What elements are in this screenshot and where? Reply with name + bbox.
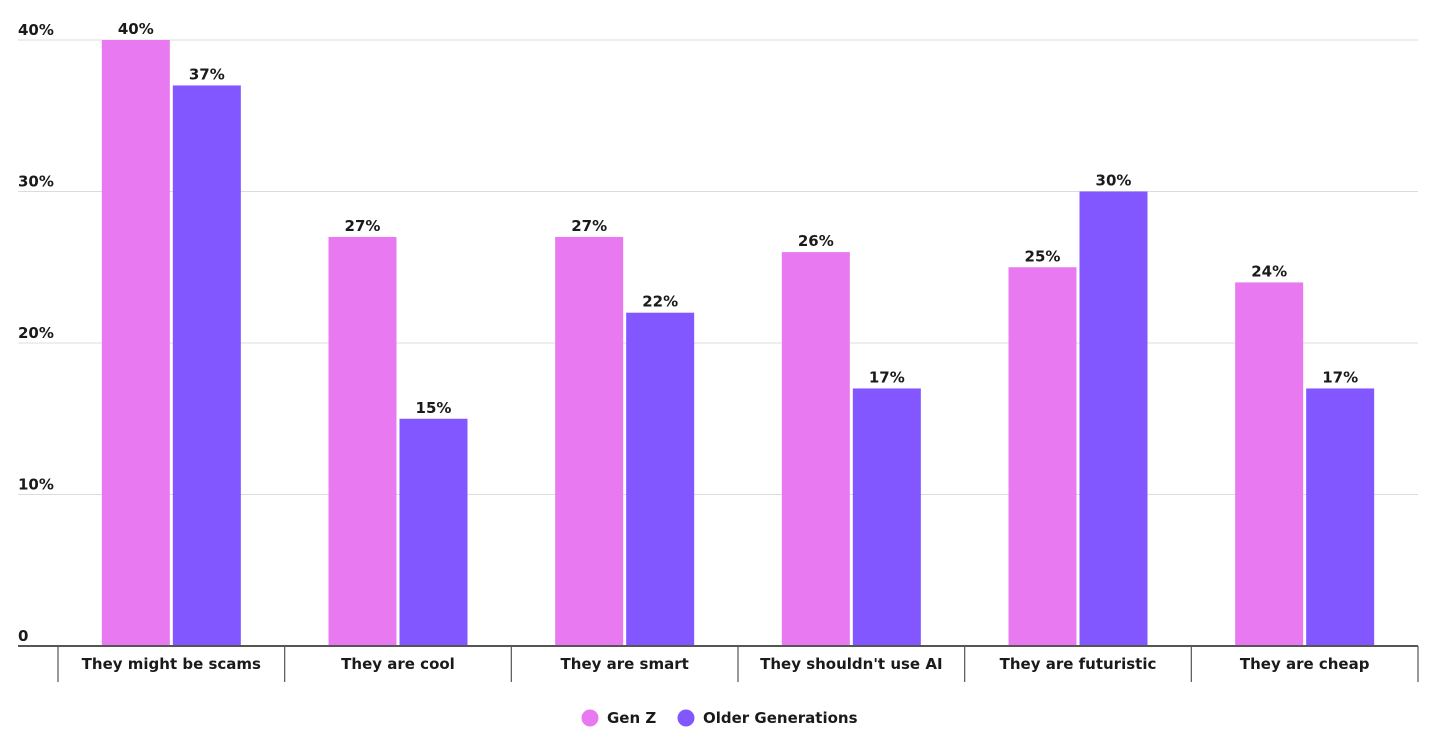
bar-value-label: 30% bbox=[1096, 172, 1132, 190]
bar-value-label: 27% bbox=[571, 217, 607, 235]
y-tick-label: 30% bbox=[18, 173, 54, 191]
bar-value-label: 37% bbox=[189, 65, 225, 83]
y-tick-label: 40% bbox=[18, 21, 54, 39]
bar-older-generations bbox=[1079, 191, 1148, 646]
bar-gen-z bbox=[101, 40, 170, 646]
bar-older-generations bbox=[852, 388, 921, 646]
bar-gen-z bbox=[555, 236, 624, 646]
legend-label: Older Generations bbox=[703, 709, 858, 727]
older-generations-legend-swatch bbox=[677, 709, 695, 727]
category-label: They are futuristic bbox=[1000, 655, 1157, 673]
y-tick-label: 20% bbox=[18, 324, 54, 342]
bar-older-generations bbox=[626, 312, 695, 646]
bar-value-label: 17% bbox=[869, 368, 905, 386]
bar-value-label: 22% bbox=[642, 293, 678, 311]
bar-value-label: 27% bbox=[345, 217, 381, 235]
category-label: They are smart bbox=[561, 655, 689, 673]
bar-older-generations bbox=[1306, 388, 1375, 646]
bar-older-generations bbox=[399, 418, 468, 646]
y-tick-label: 10% bbox=[18, 476, 54, 494]
bar-value-label: 25% bbox=[1025, 247, 1061, 265]
bars-layer: 40% 37% 27% 15% 27% 22% 26% 17% 25% 30% 24% 17% bbox=[101, 20, 1375, 646]
bar-gen-z bbox=[328, 236, 397, 646]
category-label: They are cool bbox=[341, 655, 455, 673]
bar-value-label: 15% bbox=[416, 399, 452, 417]
axis-layer: 0 10% 20% 30% 40% They might be scams They are… bbox=[18, 21, 1419, 682]
category-label: They might be scams bbox=[82, 655, 261, 673]
bar-value-label: 26% bbox=[798, 232, 834, 250]
bar-older-generations bbox=[172, 85, 241, 646]
bar-gen-z bbox=[1235, 282, 1304, 646]
category-label: They shouldn't use AI bbox=[760, 655, 942, 673]
legend: Gen Z Older Generations bbox=[581, 709, 858, 727]
bar-gen-z bbox=[781, 252, 850, 646]
bar-gen-z bbox=[1008, 267, 1077, 646]
y-tick-label: 0 bbox=[18, 627, 28, 645]
grid-layer bbox=[18, 39, 1418, 495]
gen-z-legend-swatch bbox=[581, 709, 599, 727]
category-label: They are cheap bbox=[1240, 655, 1370, 673]
legend-label: Gen Z bbox=[607, 709, 656, 727]
bar-value-label: 17% bbox=[1322, 368, 1358, 386]
bar-value-label: 40% bbox=[118, 20, 154, 38]
bar-value-label: 24% bbox=[1251, 262, 1287, 280]
